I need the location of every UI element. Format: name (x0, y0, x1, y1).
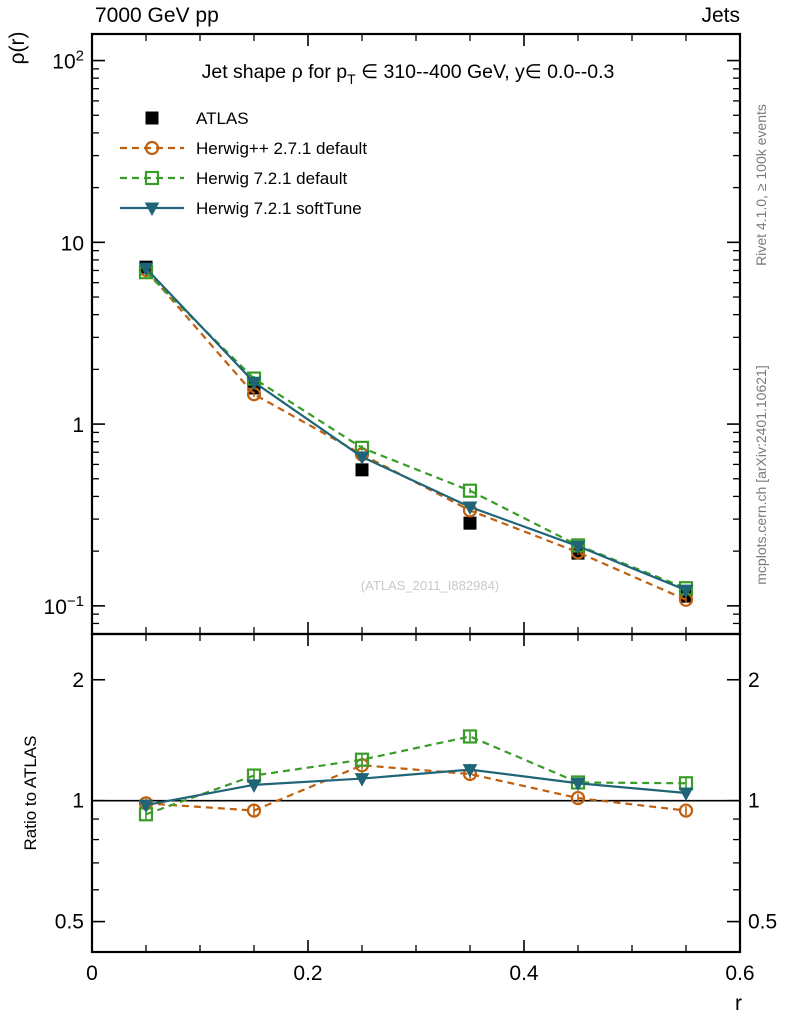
marker-circle-open (570, 790, 586, 806)
legend-label: Herwig 7.2.1 default (196, 169, 347, 188)
y-tick-label-main: 1 (72, 414, 84, 437)
marker-circle-open (678, 803, 694, 818)
y-tick-label-ratio-left: 2 (72, 669, 84, 692)
main-data-layer (138, 260, 694, 607)
series-line (145, 269, 687, 601)
y-tick-label-main: 10 (61, 232, 84, 255)
marker-square-open (354, 752, 370, 767)
legend-item-1[interactable]: Herwig++ 2.7.1 default (120, 139, 367, 158)
ratio-series-herwig-2-7-1-default (138, 758, 694, 818)
marker-triangle-down (354, 451, 370, 465)
y-tick-label-main: 10−1 (44, 593, 84, 619)
y-tick-label-ratio-right: 2 (748, 669, 760, 692)
series-herwig-7-2-1-softtune (138, 262, 694, 599)
legend-item-2[interactable]: Herwig 7.2.1 default (120, 169, 347, 188)
ratio-data-layer (92, 729, 740, 822)
legend-item-3[interactable]: Herwig 7.2.1 softTune (120, 199, 362, 218)
ratio-series-herwig-7-2-1-softtune (138, 763, 694, 814)
series-herwig-2-7-1-default (138, 262, 694, 607)
marker-square-open (462, 483, 478, 498)
y-tick-label-ratio-right: 1 (748, 790, 760, 813)
ratio-axis-label: Ratio to ATLAS (21, 736, 40, 851)
y-tick-label-main: 102 (52, 48, 84, 74)
marker-triangle-down (462, 764, 478, 778)
series-atlas (139, 260, 693, 603)
side-label-mcplots: mcplots.cern.ch [arXiv:2401.10621] (753, 365, 769, 584)
series-line (145, 271, 687, 590)
marker-square-filled (145, 111, 159, 125)
x-tick-label: 0 (86, 962, 98, 985)
header-beam-label: 7000 GeV pp (95, 4, 219, 27)
main-panel-frame (90, 32, 742, 636)
marker-triangle-down (462, 501, 478, 516)
marker-triangle-down (246, 376, 262, 391)
legend: ATLAS Herwig++ 2.7.1 default Herwig 7.2.1 … (120, 109, 367, 218)
ratio-series-line (145, 764, 687, 812)
header-analysis-label: Jets (701, 4, 740, 27)
marker-triangle-down (678, 787, 694, 802)
marker-circle-open (246, 803, 262, 818)
legend-label: Herwig 7.2.1 softTune (196, 199, 362, 218)
ratio-panel-frame (90, 632, 742, 954)
legend-label: Herwig++ 2.7.1 default (196, 139, 367, 158)
ratio-series-line (145, 768, 687, 807)
marker-square-filled (355, 463, 369, 477)
marker-triangle-down (354, 773, 370, 787)
y-tick-label-ratio-right: 0.5 (748, 911, 777, 934)
y-axis-label: ρ(r) (6, 32, 29, 65)
marker-square-open (462, 729, 478, 744)
y-tick-label-ratio-left: 0.5 (55, 911, 84, 934)
series-line (145, 267, 687, 592)
x-tick-label: 0.4 (509, 962, 539, 985)
x-axis-label: r (735, 992, 742, 1015)
marker-triangle-down (144, 202, 160, 217)
marker-triangle-down (678, 584, 694, 599)
marker-triangle-down (138, 799, 154, 814)
marker-square-filled (463, 516, 477, 530)
plot-title: Jet shape ρ for pT ∈ 310--400 GeV, y∈ 0.… (202, 61, 615, 87)
axes-layer (90, 32, 742, 954)
marker-square-open (144, 170, 160, 186)
legend-label: ATLAS (196, 109, 249, 128)
marker-triangle-down (138, 262, 154, 277)
marker-circle-open (144, 140, 160, 156)
ratio-series-line (145, 735, 687, 816)
y-tick-label-ratio-left: 1 (72, 790, 84, 813)
x-tick-label: 0.2 (293, 962, 322, 985)
marker-triangle-down (570, 777, 586, 792)
ratio-series-herwig-7-2-1-default (138, 729, 694, 822)
x-tick-label: 0.6 (725, 962, 754, 985)
marker-triangle-down (246, 779, 262, 793)
analysis-watermark: (ATLAS_2011_I882984) (361, 578, 499, 593)
marker-triangle-down (570, 540, 586, 555)
series-herwig-7-2-1-default (138, 265, 694, 596)
side-label-rivet: Rivet 4.1.0, ≥ 100k events (753, 104, 769, 266)
legend-item-0[interactable]: ATLAS (145, 109, 249, 128)
